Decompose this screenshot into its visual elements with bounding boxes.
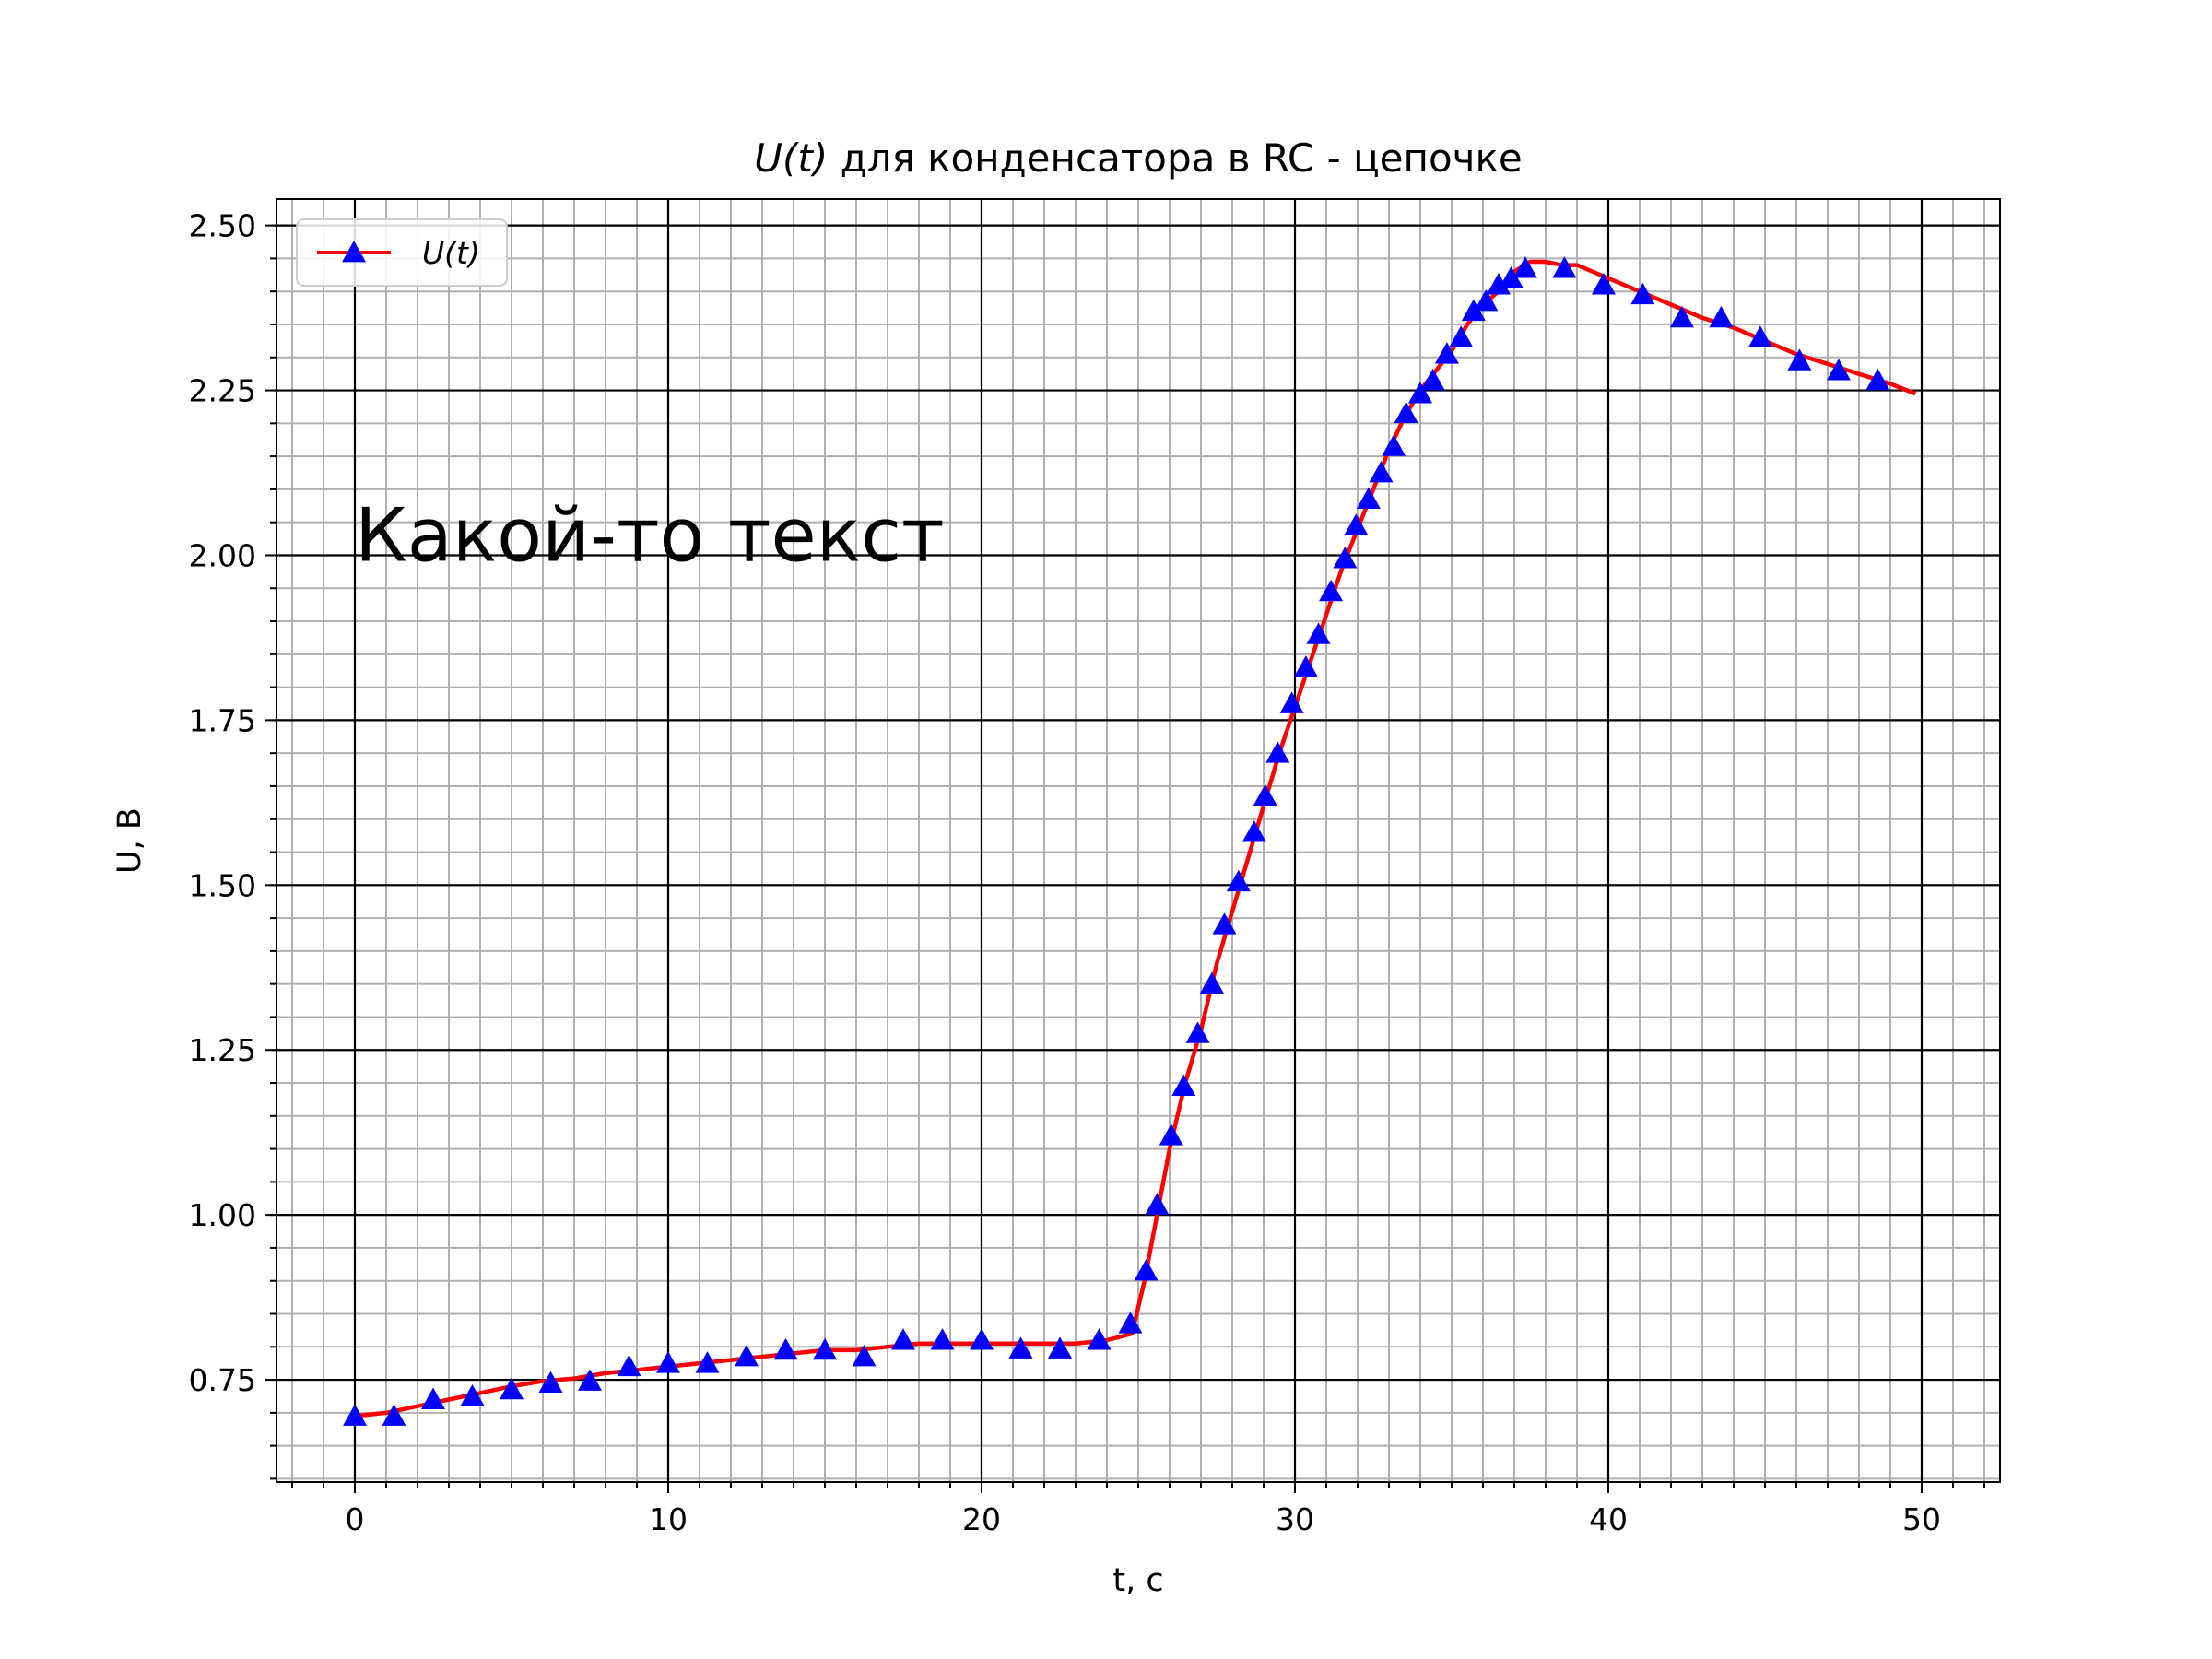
data-point-marker [1048,1336,1072,1359]
chart-title: U(t) для конденсатора в RC - цепочке [754,135,1522,181]
data-point-marker [1591,273,1616,295]
x-tick-label: 30 [1276,1501,1314,1537]
data-point-marker [1293,655,1318,677]
data-point-marker [1461,299,1486,322]
data-point-marker [1826,359,1851,381]
data-point-marker [1145,1193,1170,1215]
x-tick-label: 40 [1589,1501,1628,1537]
data-point-marker [1253,783,1277,806]
data-point-marker [1344,513,1369,535]
series-line [354,259,1917,1418]
data-point-marker [1265,741,1290,763]
data-point-marker [1394,401,1418,423]
data-point-marker [1487,273,1511,295]
data-point-marker [1008,1336,1033,1359]
data-point-marker [1865,368,1890,391]
legend-entry-label: U(t) [422,235,480,271]
data-point-marker [930,1328,955,1350]
data-point-marker [1552,256,1577,278]
x-tick-label: 0 [346,1501,365,1537]
data-point-marker [813,1337,837,1360]
x-axis-label: t, с [1112,1562,1163,1599]
data-point-marker [1747,325,1772,347]
data-point-marker [1369,461,1394,483]
y-tick-label: 2.25 [189,373,256,409]
chart-title-math: U(t) [754,135,828,181]
data-point-marker [538,1371,563,1394]
data-point-marker [578,1369,602,1391]
x-tick-label: 10 [649,1501,688,1537]
data-point-marker [343,1404,367,1426]
minor-grid [276,199,2000,1482]
data-point-marker [617,1354,641,1377]
series-layer [343,256,1917,1426]
data-point-marker [1420,368,1445,391]
data-point-marker [460,1383,485,1406]
data-point-marker [1669,305,1694,328]
data-point-marker [1319,579,1344,602]
data-point-marker [1499,265,1524,288]
chart-title-rest: для конденсатора в RC - цепочке [828,135,1522,181]
data-point-marker [1171,1074,1196,1096]
data-point-marker [1408,382,1432,404]
data-point-marker [1512,256,1537,278]
axis-ticks [265,224,1985,1493]
data-point-marker [773,1337,798,1360]
data-point-marker [1630,282,1655,305]
data-point-marker [500,1377,524,1400]
data-point-marker [382,1404,406,1426]
data-point-marker [1709,305,1734,328]
y-tick-label: 1.50 [189,867,256,903]
data-point-marker [1279,691,1304,713]
data-point-marker [1118,1312,1143,1334]
data-point-marker [1134,1258,1159,1281]
data-point-marker [1199,971,1224,994]
y-tick-label: 0.75 [189,1362,256,1398]
data-point-marker [1212,912,1237,935]
x-tick-label: 20 [962,1501,1001,1537]
data-point-marker [1474,288,1499,312]
y-tick-label: 1.00 [189,1197,256,1233]
x-tick-label: 50 [1902,1501,1941,1537]
data-point-marker [735,1345,759,1367]
data-point-marker [1333,547,1358,569]
data-point-marker [1241,820,1266,842]
legend: U(t) [296,218,508,287]
data-point-marker [1434,342,1459,364]
data-point-marker [1159,1124,1183,1146]
legend-box [296,218,508,287]
y-tick-label: 1.25 [189,1032,256,1068]
data-point-marker [891,1328,915,1350]
data-point-marker [1185,1021,1210,1043]
y-tick-label: 2.00 [189,537,256,573]
axis-tick-labels: 0 10 20 30 40 50 0.75 1.00 1.25 1.50 1.75 2.00 2.25 2… [189,208,1941,1537]
data-point-marker [1449,325,1474,347]
y-axis-label: U, В [112,807,148,874]
data-point-marker [852,1345,877,1367]
data-point-marker [1087,1328,1112,1350]
y-tick-label: 2.50 [189,208,256,244]
data-point-marker [1306,622,1331,644]
data-point-marker [656,1351,680,1373]
data-point-marker [421,1387,445,1409]
y-tick-label: 1.75 [189,702,256,738]
annotation-text: Какой-то текст [355,492,945,578]
data-point-marker [970,1328,994,1350]
data-point-marker [1382,434,1406,456]
legend-marker-triangle [342,241,366,263]
data-point-marker [1356,487,1381,510]
data-point-marker [1226,869,1251,892]
data-point-marker [1787,348,1812,371]
data-point-marker [695,1351,720,1373]
